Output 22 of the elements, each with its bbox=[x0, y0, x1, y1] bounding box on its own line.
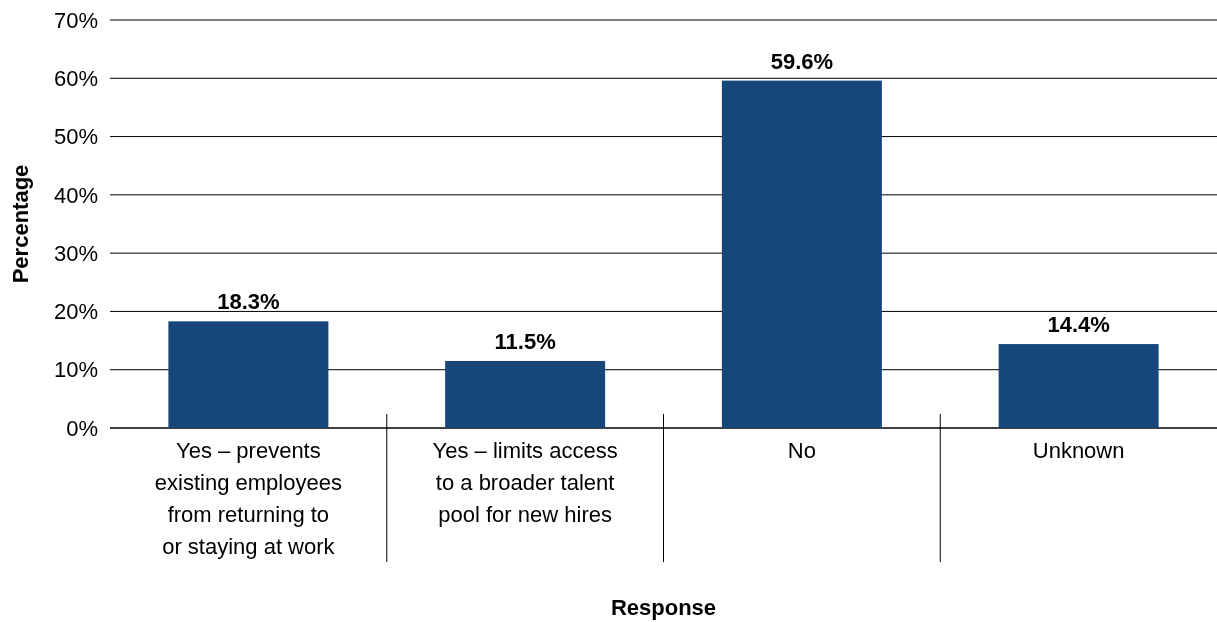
data-label: 11.5% bbox=[494, 328, 556, 354]
bar bbox=[721, 80, 882, 428]
y-axis-title: Percentage bbox=[8, 164, 33, 284]
bar bbox=[445, 360, 606, 428]
data-label: 14.4% bbox=[1047, 312, 1110, 338]
y-tick-label: 50% bbox=[53, 124, 98, 150]
y-tick-label: 0% bbox=[66, 415, 98, 441]
data-label: 18.3% bbox=[217, 289, 280, 315]
y-tick-label: 30% bbox=[53, 240, 98, 266]
x-tick-label: Yes – prevents existing employees from returning to or staying at work bbox=[154, 438, 342, 559]
y-tick-label: 70% bbox=[53, 7, 98, 33]
x-tick-label: Yes – limits access to a broader talent pool for new hires bbox=[432, 438, 618, 527]
y-tick-label: 60% bbox=[53, 65, 98, 91]
x-axis-title: Response bbox=[610, 595, 717, 620]
bar bbox=[168, 321, 329, 428]
data-label: 59.6% bbox=[770, 48, 834, 74]
x-tick-label: No bbox=[787, 438, 816, 463]
y-tick-label: 40% bbox=[53, 182, 98, 208]
x-tick-label: Unknown bbox=[1032, 438, 1125, 463]
y-tick-label: 20% bbox=[53, 299, 98, 325]
y-tick-label: 10% bbox=[53, 357, 98, 383]
bar bbox=[998, 344, 1159, 428]
